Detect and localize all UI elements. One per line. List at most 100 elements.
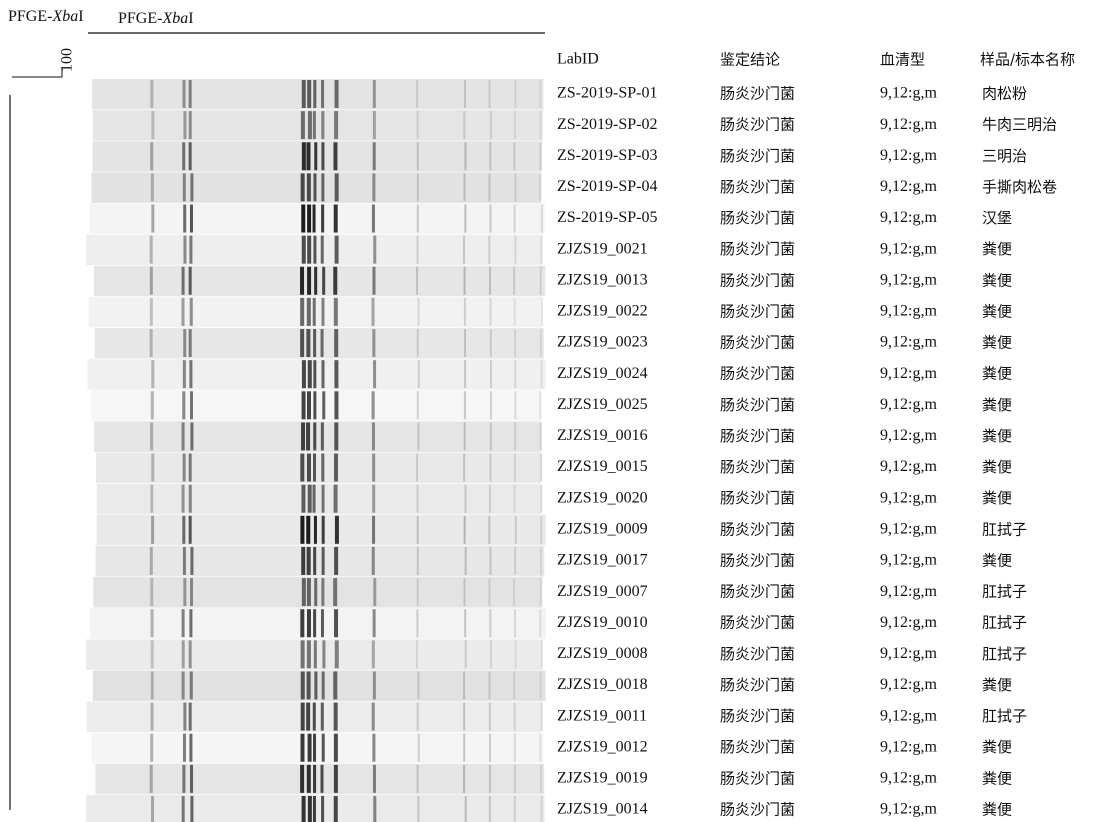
column-header: LabID (557, 51, 599, 68)
gel-band (333, 578, 337, 606)
gel-band (372, 267, 375, 295)
serotype: 9,12:g,m (880, 583, 937, 600)
gel-band (334, 796, 338, 822)
gel-band (541, 703, 543, 731)
gel-band (306, 516, 310, 544)
gel-band (416, 80, 418, 108)
gel-band (489, 796, 491, 822)
lab-id: ZJZS19_0025 (557, 396, 648, 413)
gel-lane (90, 608, 546, 639)
lab-id: ZS-2019-SP-01 (557, 85, 657, 102)
serotype: 9,12:g,m (880, 707, 937, 724)
serotype: 9,12:g,m (880, 178, 937, 195)
gel-band (373, 80, 376, 108)
gel-band (334, 298, 338, 326)
identification: 肠炎沙门菌 (720, 116, 795, 134)
gel-band (183, 205, 186, 233)
gel-band (307, 454, 311, 482)
lab-id: ZJZS19_0017 (557, 552, 648, 569)
gel-band (373, 796, 376, 822)
lab-id: ZJZS19_0014 (557, 801, 648, 818)
gel-band (416, 454, 418, 482)
gel-band (182, 267, 185, 295)
serotype: 9,12:g,m (880, 676, 937, 693)
gel-band (489, 454, 491, 482)
gel-band (306, 703, 310, 731)
gel-band (416, 640, 418, 668)
gel-band (334, 205, 338, 233)
gel-band (514, 391, 516, 419)
gel-band (189, 516, 192, 544)
gel-band (539, 142, 541, 170)
gel-band (321, 422, 324, 450)
gel-band (321, 205, 324, 233)
gel-lane (93, 670, 546, 701)
gel-band (539, 111, 541, 139)
gel-band (151, 516, 154, 544)
gel-band (489, 609, 491, 637)
gel-band (513, 671, 515, 699)
sample-name: 粪便 (982, 551, 1012, 569)
gel-band (513, 267, 515, 295)
gel-band (313, 173, 316, 201)
gel-band (373, 236, 376, 264)
gel-band (301, 422, 305, 450)
serotype: 9,12:g,m (880, 427, 937, 444)
gel-band (416, 609, 418, 637)
title-italic: Xba (51, 8, 78, 25)
gel-band (540, 547, 542, 575)
gel-band (515, 516, 517, 544)
gel-band (464, 516, 466, 544)
gel-band (189, 267, 192, 295)
serotype: 9,12:g,m (880, 85, 937, 102)
serotype: 9,12:g,m (880, 116, 937, 133)
gel-band (465, 547, 467, 575)
gel-band (307, 80, 311, 108)
gel-band (541, 298, 543, 326)
gel-band (189, 142, 192, 170)
gel-band (463, 671, 465, 699)
gel-band (514, 765, 516, 793)
gel-band (183, 578, 186, 606)
gel-band (322, 671, 325, 699)
identification: 肠炎沙门菌 (720, 458, 795, 476)
gel-band (514, 298, 516, 326)
gel-band (190, 422, 193, 450)
gel-band (150, 329, 153, 357)
gel-band (372, 173, 375, 201)
gel-band (417, 765, 419, 793)
gel-band (514, 609, 516, 637)
gel-band (302, 360, 306, 388)
serotype: 9,12:g,m (880, 520, 937, 537)
gel-band (301, 671, 305, 699)
gel-band (182, 142, 185, 170)
column-header: 样品/标本名称 (980, 51, 1075, 69)
gel-band (302, 236, 306, 264)
gel-band (334, 422, 338, 450)
gel-band (182, 485, 185, 513)
gel-band (464, 485, 466, 513)
gel-band (334, 765, 338, 793)
gel-band (418, 298, 420, 326)
gel-band (334, 734, 338, 762)
gel-band (372, 640, 375, 668)
gel-band (372, 391, 375, 419)
gel-band (321, 329, 324, 357)
gel-band (313, 360, 316, 388)
gel-band (151, 609, 154, 637)
gel-band (307, 671, 311, 699)
gel-band (308, 360, 312, 388)
gel-band (488, 173, 490, 201)
sample-name: 牛肉三明治 (982, 116, 1057, 134)
gel-band (301, 640, 305, 668)
gel-band (540, 671, 542, 699)
gel-band (307, 609, 311, 637)
gel-band (189, 640, 192, 668)
gel-band (322, 640, 325, 668)
gel-band (190, 205, 193, 233)
gel-band (307, 267, 311, 295)
gel-band (189, 703, 192, 731)
identification: 肠炎沙门菌 (720, 676, 795, 694)
gel-band (539, 734, 541, 762)
gel-band (322, 267, 325, 295)
